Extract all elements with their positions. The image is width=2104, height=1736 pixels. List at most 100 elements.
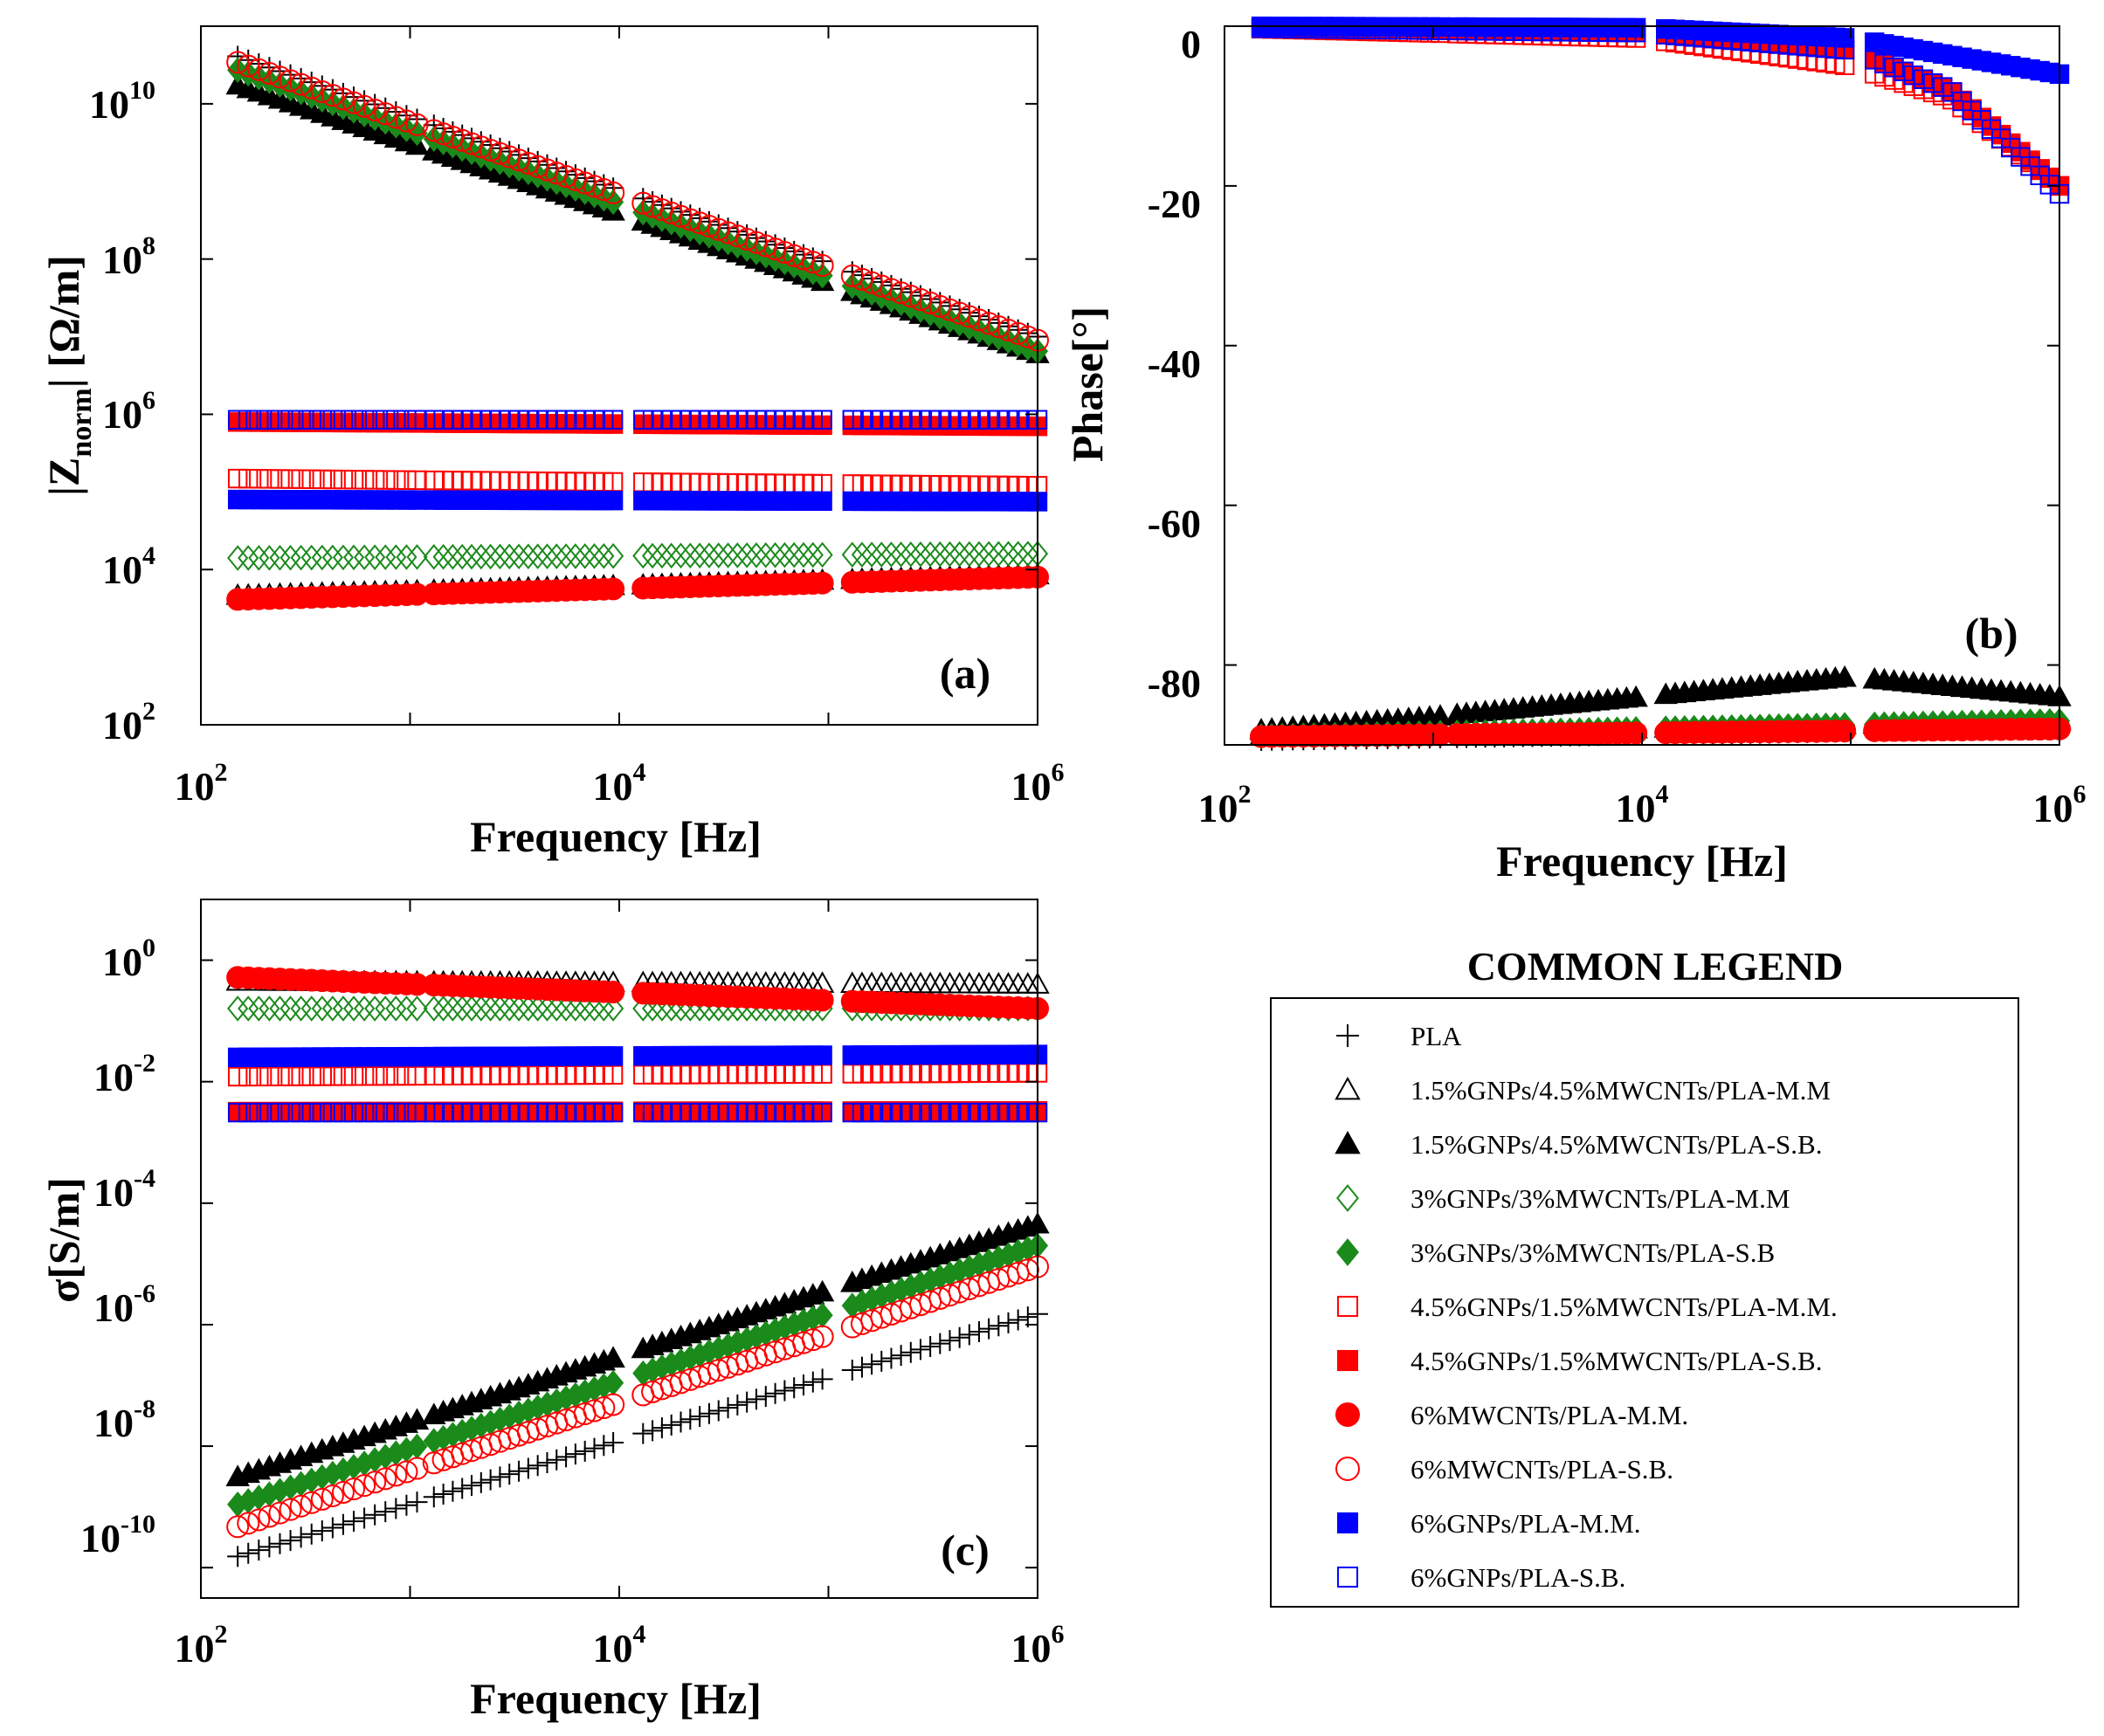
data-point: [802, 1371, 824, 1393]
series-7: [226, 966, 1049, 1020]
data-point: [397, 1102, 417, 1123]
data-point: [290, 995, 312, 1022]
data-point: [1979, 718, 2003, 741]
data-point: [1356, 19, 1376, 39]
data-point: [1304, 18, 1324, 39]
panel-b-ytick-label: -60: [1148, 501, 1201, 546]
data-point: [343, 410, 364, 430]
data-point: [717, 542, 739, 568]
data-point: [949, 541, 970, 568]
data-point: [801, 251, 824, 274]
data-point: [321, 1484, 344, 1507]
data-point: [1625, 721, 1648, 745]
panel-a-frame: [200, 25, 1038, 726]
data-point: [727, 542, 748, 568]
data-point: [238, 468, 259, 489]
data-point: [871, 1350, 893, 1372]
data-point: [632, 542, 654, 569]
data-point: [343, 470, 364, 490]
panel-c-ytick-label: 10-8: [93, 1395, 155, 1445]
data-point: [1692, 720, 1715, 744]
panel-a-ytick-label: 1010: [89, 76, 155, 127]
data-point: [602, 577, 625, 601]
data-point: [592, 178, 616, 202]
data-point: [1605, 721, 1629, 745]
data-point: [227, 545, 249, 571]
data-point: [592, 1396, 616, 1420]
data-point: [583, 995, 605, 1022]
data-point: [269, 1533, 291, 1554]
data-point: [632, 995, 654, 1022]
data-point: [248, 1540, 270, 1561]
data-point: [811, 541, 833, 568]
legend-entry-label: 6%GNPs/PLA-M.M.: [1411, 1508, 1641, 1539]
data-point: [1950, 718, 1974, 741]
data-point: [745, 542, 768, 568]
data-point: [978, 1318, 1000, 1340]
series-9: [227, 489, 1048, 512]
data-point: [406, 544, 428, 570]
data-point: [958, 541, 980, 568]
legend-marker: [1335, 1457, 1360, 1481]
series-2: [225, 1211, 1050, 1486]
data-point: [1757, 720, 1781, 743]
data-point: [811, 1325, 834, 1348]
data-point: [385, 1498, 407, 1519]
data-point: [812, 1045, 832, 1065]
data-point: [354, 544, 376, 571]
panel-c-ytick-label: 10-2: [93, 1049, 155, 1099]
data-point: [363, 1471, 387, 1494]
legend-marker: [1336, 1238, 1359, 1266]
data-point: [679, 1409, 701, 1430]
data-point: [890, 541, 912, 568]
data-point: [2009, 718, 2032, 741]
data-point: [508, 1460, 530, 1482]
data-point: [363, 98, 387, 121]
data-point: [333, 410, 354, 430]
data-point: [689, 542, 711, 568]
legend-marker: [1336, 1184, 1359, 1212]
data-point: [489, 1466, 511, 1488]
legend-entry-label: 3%GNPs/3%MWCNTs/PLA-S.B: [1411, 1237, 1775, 1268]
panel-b-ytick-label: -20: [1148, 182, 1201, 226]
data-point: [269, 544, 291, 571]
data-point: [564, 1443, 586, 1465]
data-point: [386, 1102, 406, 1123]
panel-a-ytick-label: 108: [102, 231, 155, 282]
data-point: [1767, 720, 1790, 743]
data-point: [861, 1354, 883, 1375]
legend-entry-label: 3%GNPs/3%MWCNTs/PLA-M.M: [1411, 1183, 1790, 1214]
data-point: [1272, 18, 1293, 38]
data-point: [442, 543, 464, 570]
data-point: [802, 541, 824, 568]
series-10: [227, 1102, 1048, 1123]
data-point: [227, 410, 248, 430]
data-point: [342, 995, 365, 1022]
data-point: [745, 1388, 767, 1410]
data-point: [364, 410, 385, 430]
data-point: [354, 995, 376, 1022]
data-point: [499, 1464, 521, 1485]
data-point: [226, 1515, 250, 1539]
data-point: [270, 410, 290, 430]
data-point: [1795, 720, 1818, 743]
data-point: [517, 1457, 539, 1479]
data-point: [291, 1102, 311, 1123]
data-point: [331, 87, 355, 111]
legend-markers: [1335, 1024, 1361, 1588]
data-point: [300, 995, 322, 1022]
data-point: [322, 469, 343, 490]
data-point: [470, 1471, 492, 1493]
data-point: [300, 1491, 323, 1514]
data-point: [376, 410, 396, 430]
data-point: [810, 1279, 835, 1302]
legend-entry-label: PLA: [1411, 1021, 1462, 1051]
data-point: [1624, 685, 1648, 707]
data-point: [279, 1498, 302, 1521]
data-point: [249, 469, 269, 489]
data-point: [259, 1066, 279, 1087]
series-8: [1250, 717, 2071, 748]
legend-marker: [1335, 1402, 1360, 1427]
data-point: [679, 542, 701, 568]
